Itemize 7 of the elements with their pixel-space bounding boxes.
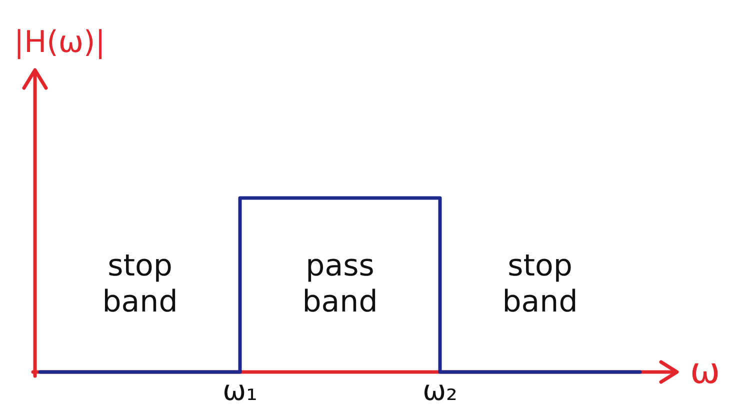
annotation: stop band [102, 248, 178, 320]
annotation: stop band [502, 248, 578, 320]
x-tick-label: ω₂ [422, 374, 458, 407]
x-axis-title: ω [690, 350, 720, 392]
annotation: pass band [302, 248, 378, 320]
y-axis-title: |H(ω)| [14, 25, 106, 60]
x-tick-label: ω₁ [222, 374, 258, 407]
